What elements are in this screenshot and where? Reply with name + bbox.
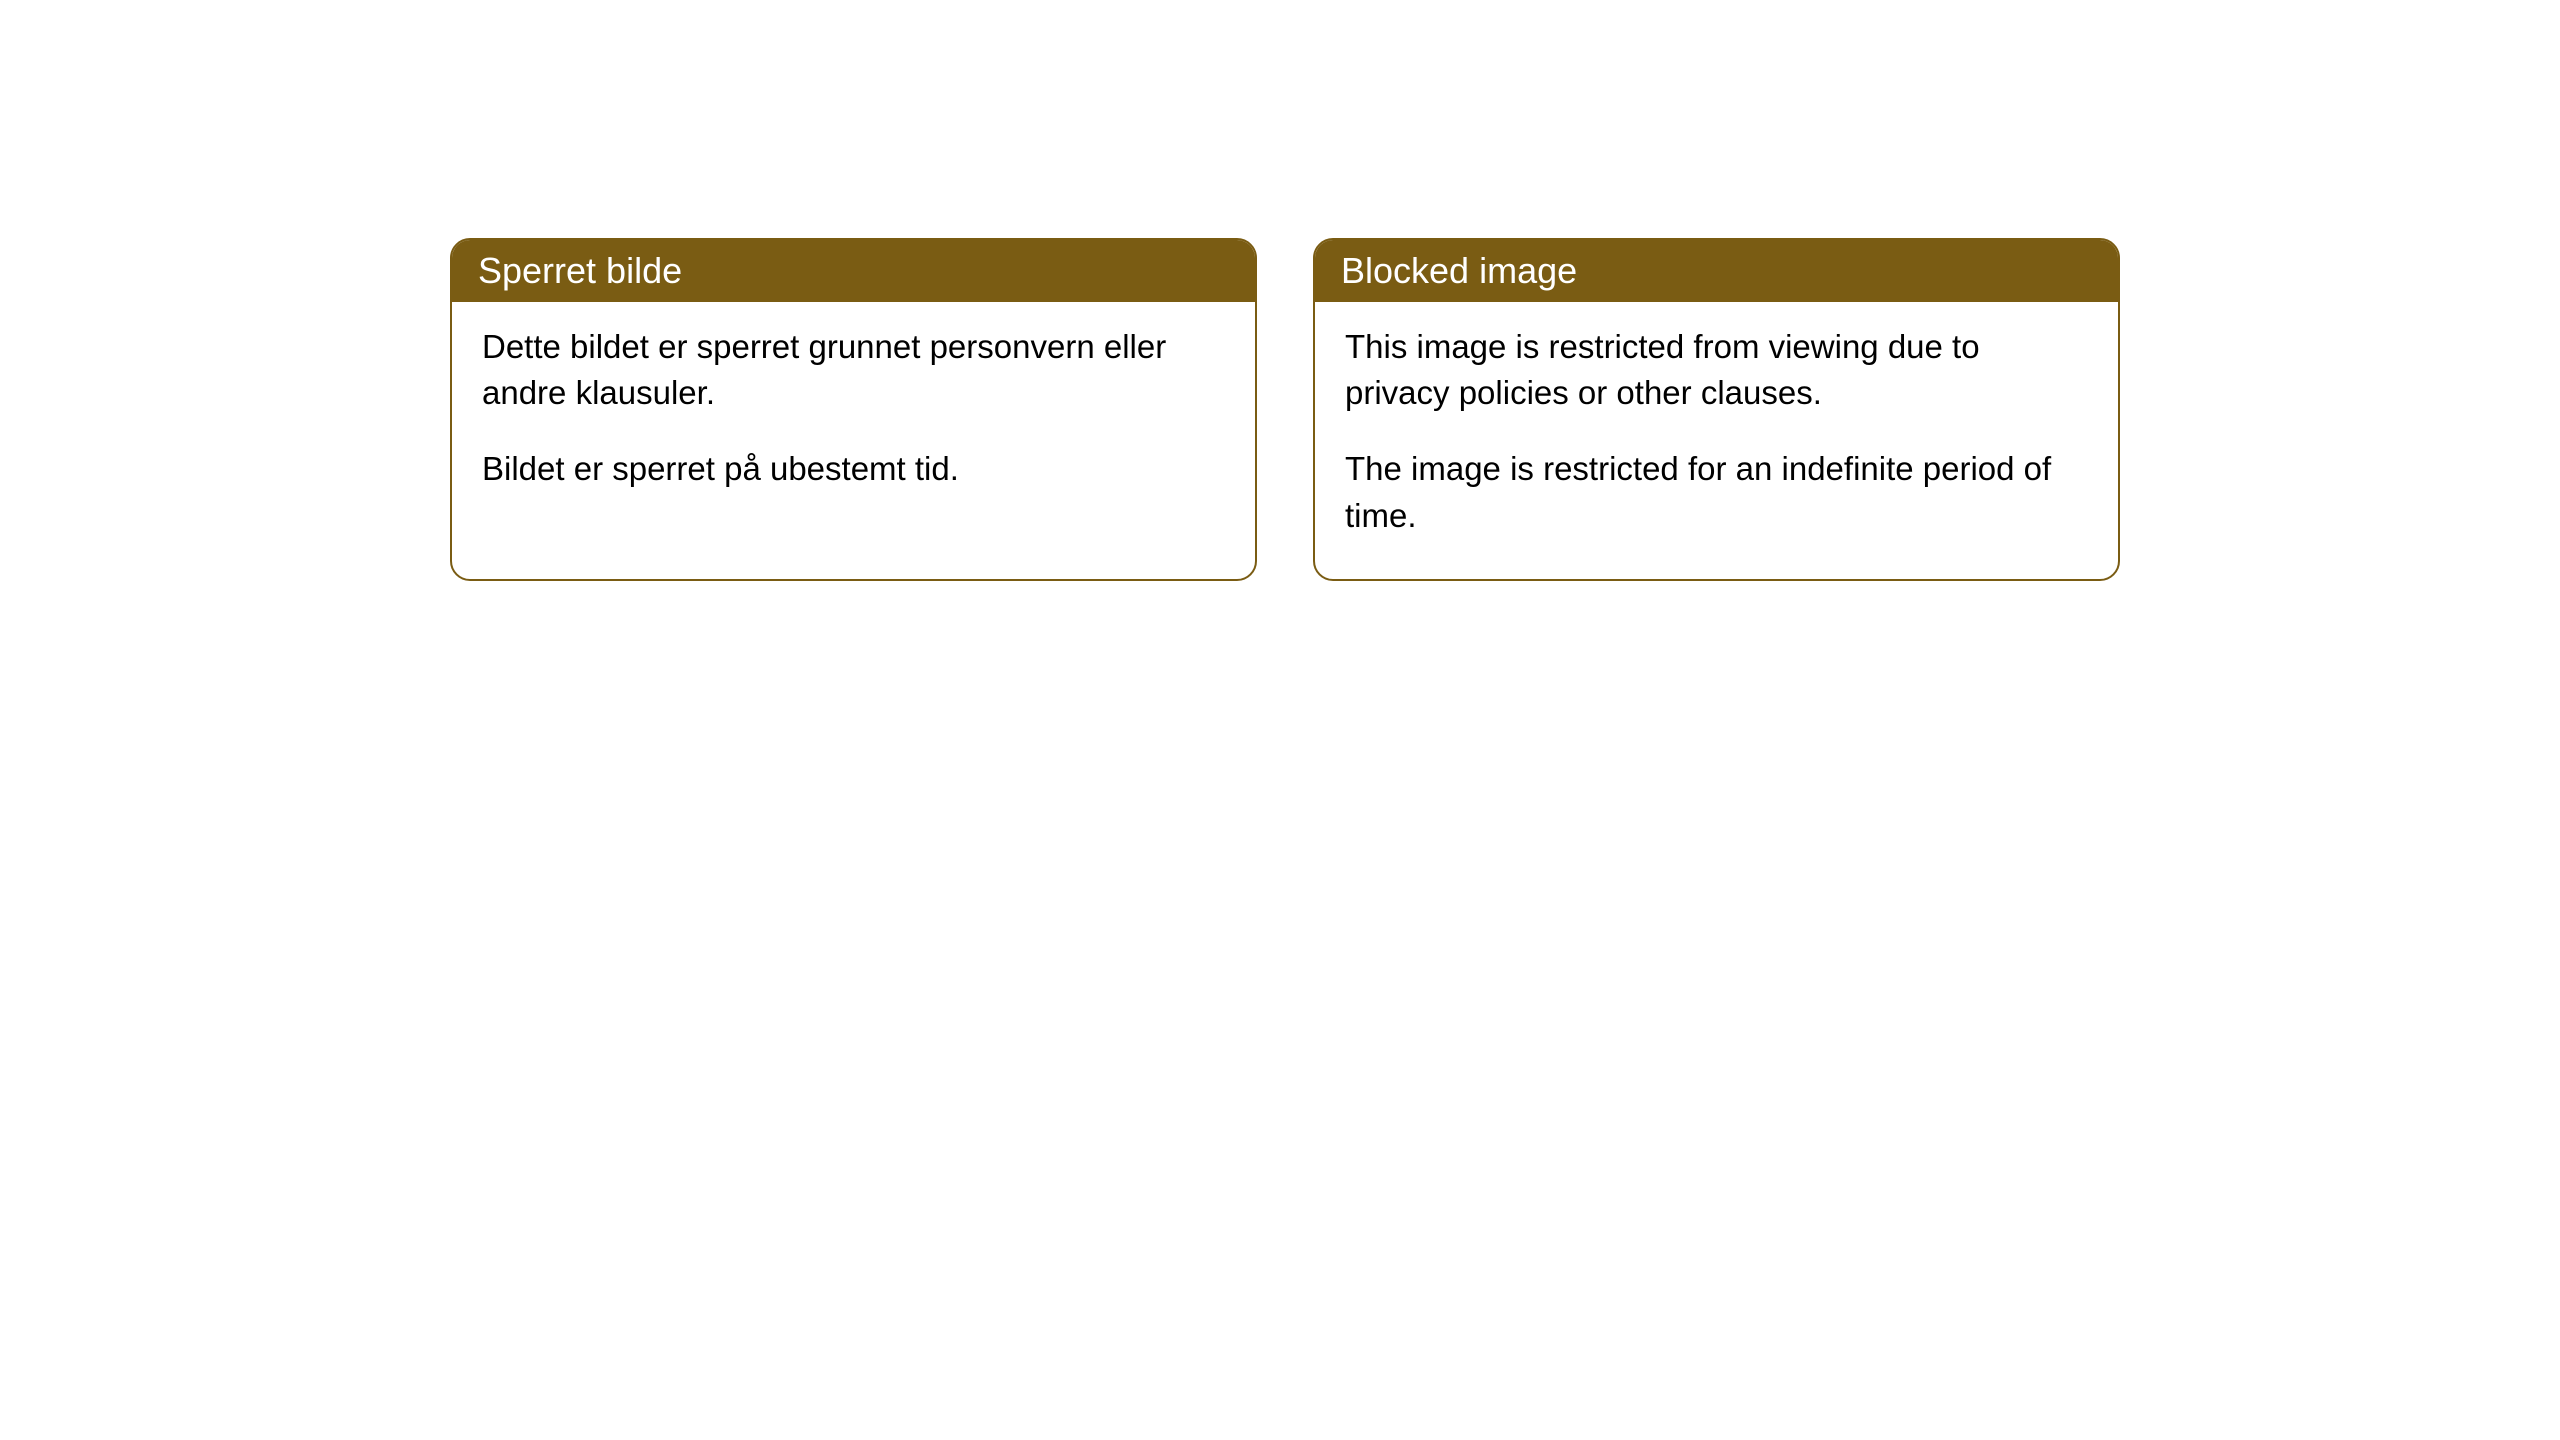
card-body-en: This image is restricted from viewing du…	[1315, 302, 2118, 579]
card-title-no: Sperret bilde	[452, 240, 1255, 302]
notice-cards-container: Sperret bilde Dette bildet er sperret gr…	[450, 238, 2120, 581]
card-body-no: Dette bildet er sperret grunnet personve…	[452, 302, 1255, 533]
card-paragraph-1-en: This image is restricted from viewing du…	[1345, 324, 2088, 416]
blocked-image-card-no: Sperret bilde Dette bildet er sperret gr…	[450, 238, 1257, 581]
card-paragraph-2-en: The image is restricted for an indefinit…	[1345, 446, 2088, 538]
card-paragraph-2-no: Bildet er sperret på ubestemt tid.	[482, 446, 1225, 492]
card-paragraph-1-no: Dette bildet er sperret grunnet personve…	[482, 324, 1225, 416]
card-title-en: Blocked image	[1315, 240, 2118, 302]
blocked-image-card-en: Blocked image This image is restricted f…	[1313, 238, 2120, 581]
